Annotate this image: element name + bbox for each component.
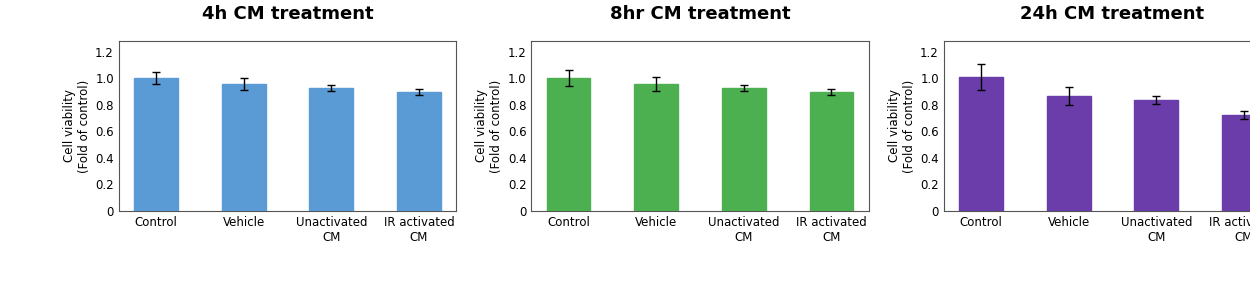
Bar [634,84,678,211]
Bar [1222,115,1250,211]
Bar [221,84,265,211]
Bar [1135,100,1179,211]
Y-axis label: Cell viability
(Fold of control): Cell viability (Fold of control) [62,79,91,173]
Text: 8hr CM treatment: 8hr CM treatment [610,6,790,23]
Bar [810,92,854,211]
Y-axis label: Cell viability
(Fold of control): Cell viability (Fold of control) [888,79,916,173]
Text: 4h CM treatment: 4h CM treatment [201,6,374,23]
Bar [546,78,590,211]
Bar [959,77,1002,211]
Bar [722,88,766,211]
Bar [1046,96,1090,211]
Bar [398,92,441,211]
Text: 24h CM treatment: 24h CM treatment [1020,6,1205,23]
Bar [134,78,178,211]
Bar [310,88,354,211]
Y-axis label: Cell viability
(Fold of control): Cell viability (Fold of control) [475,79,504,173]
